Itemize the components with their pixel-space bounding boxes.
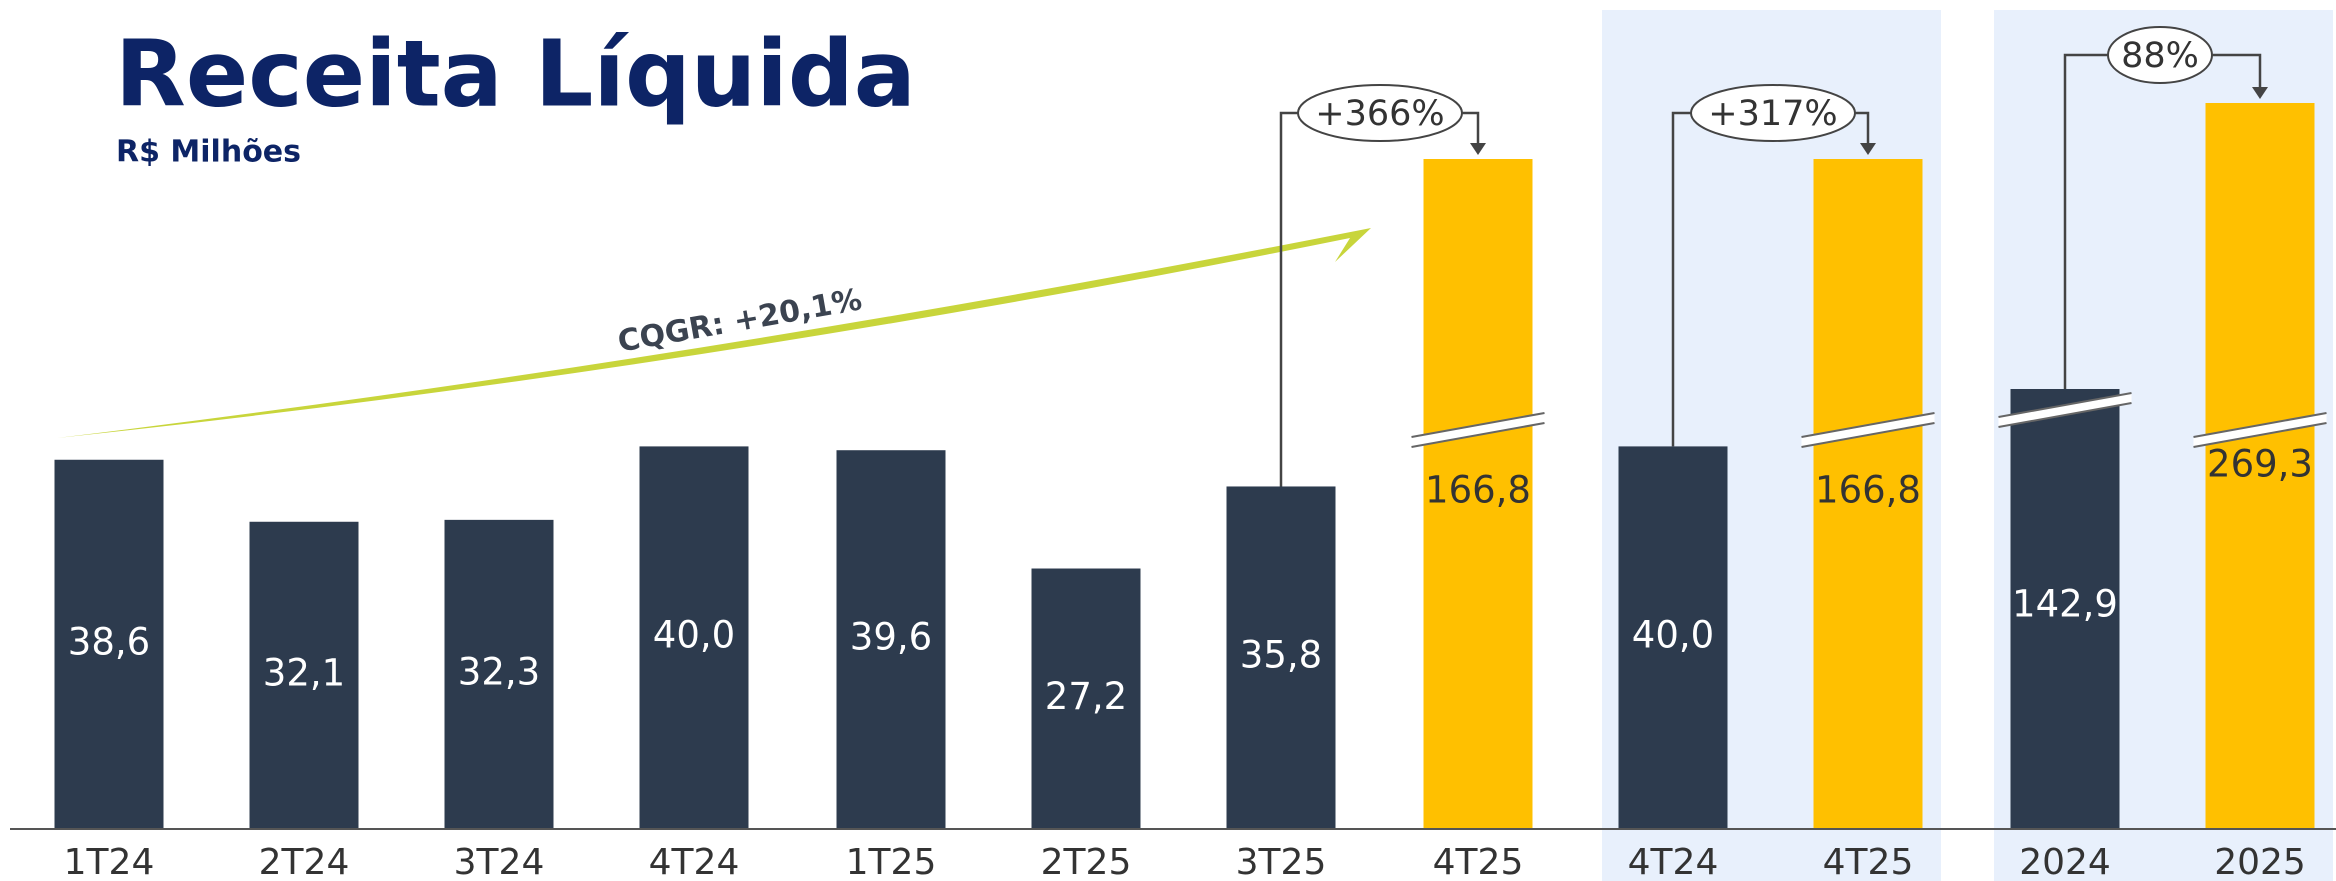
axis-break-line — [1801, 422, 1935, 448]
bar — [2205, 103, 2315, 828]
bar — [639, 446, 749, 828]
value-label: 39,6 — [850, 616, 932, 659]
axis-break-line — [1411, 412, 1545, 438]
x-tick-label: 4T25 — [1823, 842, 1914, 881]
callout-label: +366% — [1315, 94, 1444, 134]
x-tick-label: 3T24 — [454, 842, 545, 881]
callout-line — [1462, 111, 1480, 145]
cagr-label: CQGR: +20,1% — [615, 282, 864, 359]
bar — [249, 521, 359, 828]
bar — [54, 459, 164, 828]
x-tick-label: 4T24 — [649, 842, 740, 881]
bar — [2010, 389, 2120, 828]
callout-arrow — [1860, 143, 1876, 155]
axis-break — [1801, 413, 1935, 447]
x-tick-label: 4T25 — [1433, 842, 1524, 881]
bar — [1031, 568, 1141, 828]
chart-subtitle: R$ Milhões — [116, 135, 301, 170]
bar — [444, 519, 554, 828]
callout-line — [2212, 53, 2262, 89]
chart-title: Receita Líquida — [115, 20, 916, 127]
value-label: 269,3 — [2207, 443, 2313, 486]
axis-break — [2193, 413, 2327, 447]
axis-break-line — [2193, 412, 2327, 438]
callout-label: +317% — [1708, 94, 1837, 134]
bar — [1423, 159, 1533, 828]
bar — [1813, 159, 1923, 828]
x-tick-label: 2024 — [2019, 842, 2111, 881]
axis-break-line — [1998, 402, 2132, 428]
bar — [1226, 486, 1336, 828]
value-label: 35,8 — [1240, 634, 1322, 677]
callout-arrow — [1470, 143, 1486, 155]
value-label: 38,6 — [68, 620, 150, 663]
value-label: 32,1 — [263, 651, 345, 694]
bar — [836, 450, 946, 828]
value-label: 32,3 — [458, 650, 540, 693]
callout-line — [2063, 53, 2108, 389]
callout-line — [1671, 111, 1691, 447]
axis-break — [1411, 413, 1545, 447]
x-tick-label: 1T25 — [846, 842, 937, 881]
axis-break-line — [1998, 392, 2132, 418]
value-label: 166,8 — [1425, 469, 1531, 512]
axis-break-line — [1801, 412, 1935, 438]
callout-bubble — [1690, 84, 1856, 142]
axis-break — [1998, 393, 2132, 427]
callout-line — [1279, 111, 1298, 487]
value-label: 166,8 — [1815, 469, 1921, 512]
x-tick-label: 1T24 — [64, 842, 155, 881]
axis-break-line — [2193, 422, 2327, 448]
x-tick-label: 2025 — [2214, 842, 2306, 881]
callout-label: 88% — [2121, 36, 2199, 76]
callout-line — [1855, 111, 1870, 145]
x-tick-label: 2T25 — [1041, 842, 1132, 881]
value-label: 40,0 — [1632, 614, 1714, 657]
x-tick-label: 2T24 — [259, 842, 350, 881]
callout-arrow — [2252, 87, 2268, 99]
axis-break-line — [1411, 422, 1545, 448]
value-label: 40,0 — [653, 614, 735, 657]
value-label: 142,9 — [2012, 583, 2118, 626]
callout-bubble — [2107, 26, 2213, 84]
bar — [1618, 446, 1728, 828]
x-tick-label: 3T25 — [1236, 842, 1327, 881]
callout-bubble — [1297, 84, 1463, 142]
x-tick-label: 4T24 — [1628, 842, 1719, 881]
value-label: 27,2 — [1045, 675, 1127, 718]
